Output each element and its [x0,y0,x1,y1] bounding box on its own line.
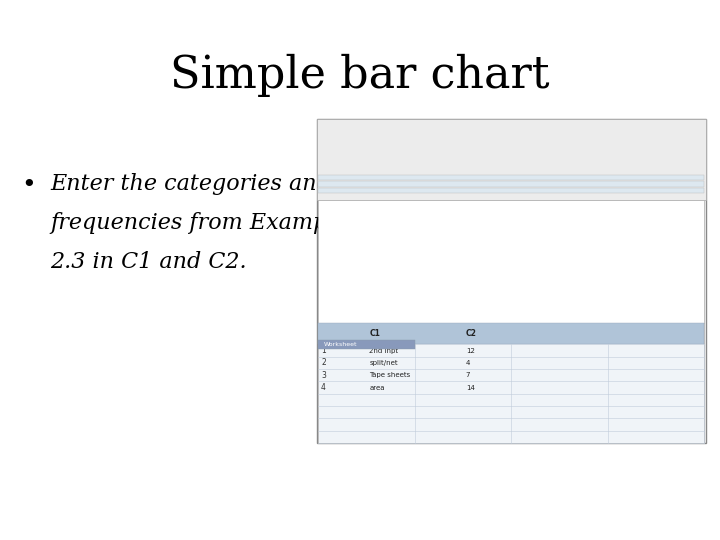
Text: •: • [22,173,36,197]
Text: Enter the categories and: Enter the categories and [50,173,331,195]
FancyBboxPatch shape [317,119,706,443]
FancyBboxPatch shape [318,200,704,323]
Text: Tape sheets: Tape sheets [369,372,410,378]
FancyBboxPatch shape [317,119,706,200]
Text: 7: 7 [466,372,470,378]
FancyBboxPatch shape [318,323,704,443]
Text: 2.3 in C1 and C2.: 2.3 in C1 and C2. [50,251,247,273]
Text: 4: 4 [466,360,470,366]
Text: Worksheet: Worksheet [323,342,357,347]
Text: 14: 14 [466,384,474,390]
Text: area: area [369,384,385,390]
Text: frequencies from Example: frequencies from Example [50,212,348,234]
Text: Simple bar chart: Simple bar chart [170,54,550,97]
Text: 3: 3 [321,371,326,380]
Text: 4: 4 [321,383,326,392]
Text: 2: 2 [321,359,326,367]
Text: C2: C2 [466,329,477,338]
Text: 12: 12 [466,348,474,354]
Text: C1: C1 [369,329,380,338]
Text: split/net: split/net [369,360,398,366]
FancyBboxPatch shape [318,175,704,180]
Text: 1: 1 [321,346,326,355]
FancyBboxPatch shape [318,181,704,187]
FancyBboxPatch shape [318,188,704,193]
FancyBboxPatch shape [318,340,415,349]
Text: 2nd Inpt: 2nd Inpt [369,348,398,354]
FancyBboxPatch shape [318,323,704,345]
